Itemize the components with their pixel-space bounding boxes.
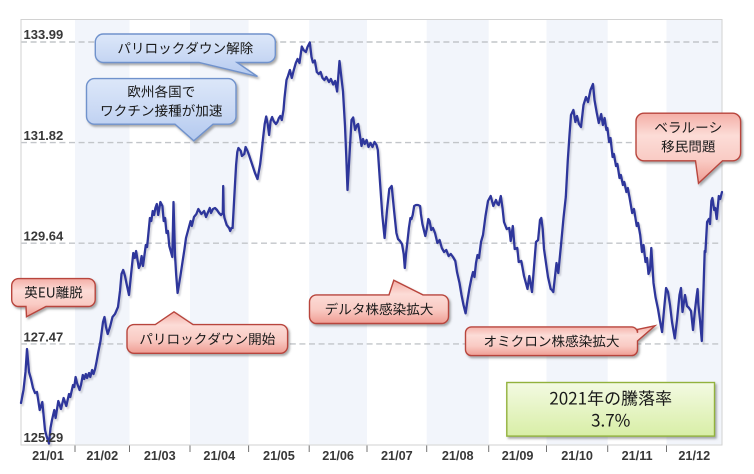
svg-text:21/08: 21/08 xyxy=(442,449,474,463)
svg-text:131.82: 131.82 xyxy=(24,128,64,143)
svg-text:21/06: 21/06 xyxy=(322,449,354,463)
svg-text:21/10: 21/10 xyxy=(561,449,593,463)
svg-text:21/11: 21/11 xyxy=(622,449,653,463)
svg-text:129.64: 129.64 xyxy=(24,229,65,244)
svg-text:125.29: 125.29 xyxy=(24,430,64,445)
svg-text:21/07: 21/07 xyxy=(381,449,413,463)
svg-text:133.99: 133.99 xyxy=(24,27,64,42)
svg-text:21/09: 21/09 xyxy=(502,449,534,463)
svg-text:21/03: 21/03 xyxy=(144,449,176,463)
svg-text:21/04: 21/04 xyxy=(203,449,235,463)
svg-text:21/05: 21/05 xyxy=(263,449,295,463)
svg-text:21/02: 21/02 xyxy=(86,449,118,463)
svg-text:127.47: 127.47 xyxy=(24,329,64,344)
svg-text:21/01: 21/01 xyxy=(32,449,64,463)
svg-text:21/12: 21/12 xyxy=(678,449,710,463)
